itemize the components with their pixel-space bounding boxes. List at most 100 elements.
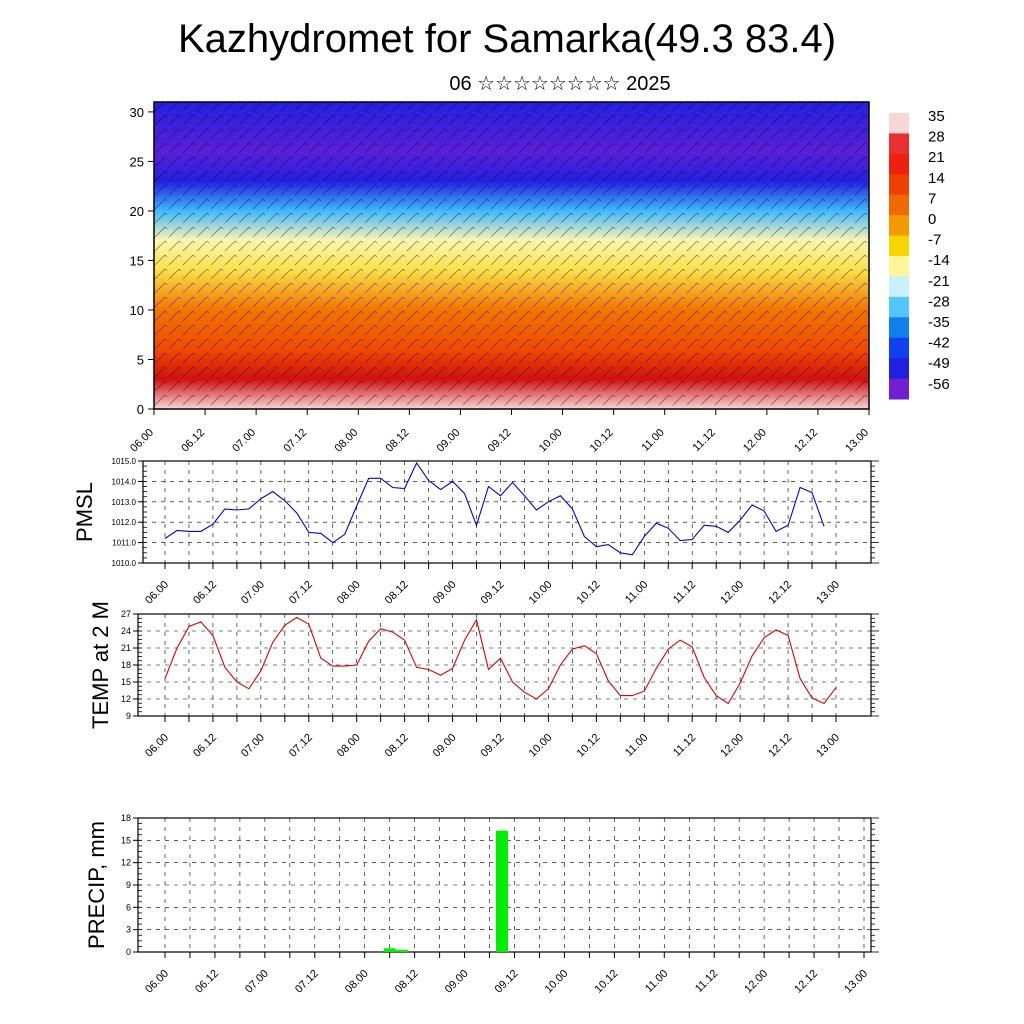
x-tick-label: 12.12 [792, 968, 820, 996]
colorbar-label: -49 [928, 355, 950, 372]
y-tick-label: 1010.0 [112, 559, 137, 568]
x-tick-label: 08.12 [393, 968, 421, 996]
colorbar-block [889, 215, 909, 237]
x-tick-label: 07.00 [230, 427, 258, 455]
colorbar-block [889, 113, 909, 134]
x-tick-label: 10.12 [588, 427, 616, 455]
colorbar-block [889, 174, 909, 196]
x-tick-label: 10.12 [575, 732, 603, 760]
y-tick-label: 9 [126, 711, 131, 721]
y-tick-label: 18 [121, 813, 131, 823]
x-tick-label: 12.00 [718, 579, 746, 607]
x-tick-label: 10.00 [527, 732, 555, 760]
x-tick-label: 09.12 [493, 968, 521, 996]
x-tick-label: 06.12 [179, 427, 207, 455]
x-tick-label: 11.00 [643, 968, 670, 995]
y-tick-label: 30 [130, 105, 144, 120]
x-tick-label: 12.12 [792, 427, 820, 455]
x-tick-label: 10.00 [543, 968, 571, 996]
y-tick-label: 5 [137, 352, 144, 367]
x-tick-label: 06.00 [128, 427, 156, 455]
x-tick-label: 11.00 [623, 732, 650, 759]
x-tick-label: 12.00 [742, 968, 770, 996]
x-tick-label: 09.12 [486, 427, 514, 455]
colorbar-label: -28 [928, 293, 950, 310]
x-tick-label: 07.00 [239, 579, 267, 607]
colorbar-block [889, 235, 909, 257]
colorbar-labels: 35 28 21 14 7 0 -7 -14 -21 -28 -35 -42 -49 -56 [928, 108, 950, 393]
x-tick-label: 08.12 [383, 732, 411, 760]
series-line [164, 616, 837, 705]
y-tick-label: 27 [121, 609, 131, 619]
x-tick-label: 06.00 [143, 732, 171, 760]
x-tick-label: 08.00 [332, 427, 360, 455]
colorbar: 35 28 21 14 7 0 -7 -14 -21 -28 -35 -42 -49 -56 [889, 108, 950, 400]
x-tick-label: 06.00 [143, 579, 171, 607]
colorbar-label: 21 [928, 149, 945, 166]
y-axis-label: PMSL [72, 482, 97, 542]
x-tick-label: 07.00 [243, 968, 271, 996]
y-tick-label: 25 [130, 154, 144, 169]
x-tick-label: 11.12 [671, 579, 698, 606]
x-tick-label: 11.12 [693, 968, 720, 995]
x-tick-label: 10.12 [575, 579, 603, 607]
x-tick-label: 06.12 [191, 732, 219, 760]
x-tick-label: 09.00 [431, 732, 459, 760]
colorbar-label: -14 [928, 252, 950, 269]
wind-barbs-overlay [154, 102, 869, 409]
chart-title: Kazhydromet for Samarka(49.3 83.4) [177, 17, 837, 61]
y-tick-label: 6 [126, 902, 131, 912]
x-tick-label: 10.00 [527, 579, 555, 607]
y-tick-label: 18 [121, 660, 131, 670]
y-tick-label: 1012.0 [112, 518, 137, 527]
x-tick-label: 09.00 [443, 968, 471, 996]
x-tick-label: 13.00 [842, 968, 870, 996]
series-line [164, 461, 825, 556]
x-tick-label: 09.00 [435, 427, 463, 455]
colorbar-block [889, 296, 909, 318]
precip-bar [396, 949, 409, 952]
colorbar-label: -35 [928, 314, 950, 331]
colorbar-block [889, 378, 909, 400]
colorbar-label: 28 [928, 129, 945, 146]
x-tick-label: 06.12 [191, 579, 219, 607]
y-axis-label: PRECIP, mm [84, 821, 109, 949]
x-tick-label: 08.12 [383, 579, 411, 607]
x-tick-label: 12.12 [766, 732, 794, 760]
x-tick-label: 07.12 [281, 427, 309, 455]
y-tick-label: 10 [130, 303, 144, 318]
x-tick-label: 12.12 [766, 579, 794, 607]
x-tick-label: 10.12 [593, 968, 621, 996]
y-tick-label: 24 [121, 626, 131, 636]
colorbar-block [889, 153, 909, 175]
panel-frame [142, 460, 872, 564]
y-tick-label: 9 [126, 880, 131, 890]
colorbar-label: -7 [928, 232, 941, 249]
colorbar-label: 35 [928, 108, 945, 125]
colorbar-label: -42 [928, 335, 950, 352]
y-tick-label: 20 [130, 204, 144, 219]
x-tick-label: 06.00 [143, 968, 171, 996]
x-tick-label: 10.00 [537, 427, 565, 455]
chart-subtitle: 06 ☆☆☆☆☆☆☆☆ 2025 [449, 73, 671, 95]
y-tick-label: 15 [121, 677, 131, 687]
x-tick-label: 12.00 [718, 732, 746, 760]
colorbar-blocks [889, 113, 909, 400]
cross-section-y-ticks: 0 5 10 15 20 25 30 [130, 105, 154, 417]
precip-bar [496, 830, 509, 952]
x-tick-label: 11.00 [623, 579, 650, 606]
colorbar-label: 7 [928, 190, 936, 207]
x-tick-label: 13.00 [843, 427, 871, 455]
x-tick-label: 07.12 [293, 968, 321, 996]
colorbar-label: 0 [928, 211, 936, 228]
cross-section-x-ticks: 06.00 06.12 07.00 07.12 08.00 08.12 09.00 09.12… [128, 409, 871, 455]
colorbar-block [889, 317, 909, 339]
x-tick-label: 08.00 [335, 579, 363, 607]
y-tick-label: 12 [121, 858, 131, 868]
x-tick-label: 11.12 [691, 427, 718, 454]
x-tick-label: 13.00 [814, 579, 842, 607]
y-tick-label: 15 [121, 835, 131, 845]
y-tick-label: 15 [130, 253, 144, 268]
y-tick-label: 0 [137, 402, 144, 417]
y-tick-label: 12 [121, 694, 131, 704]
